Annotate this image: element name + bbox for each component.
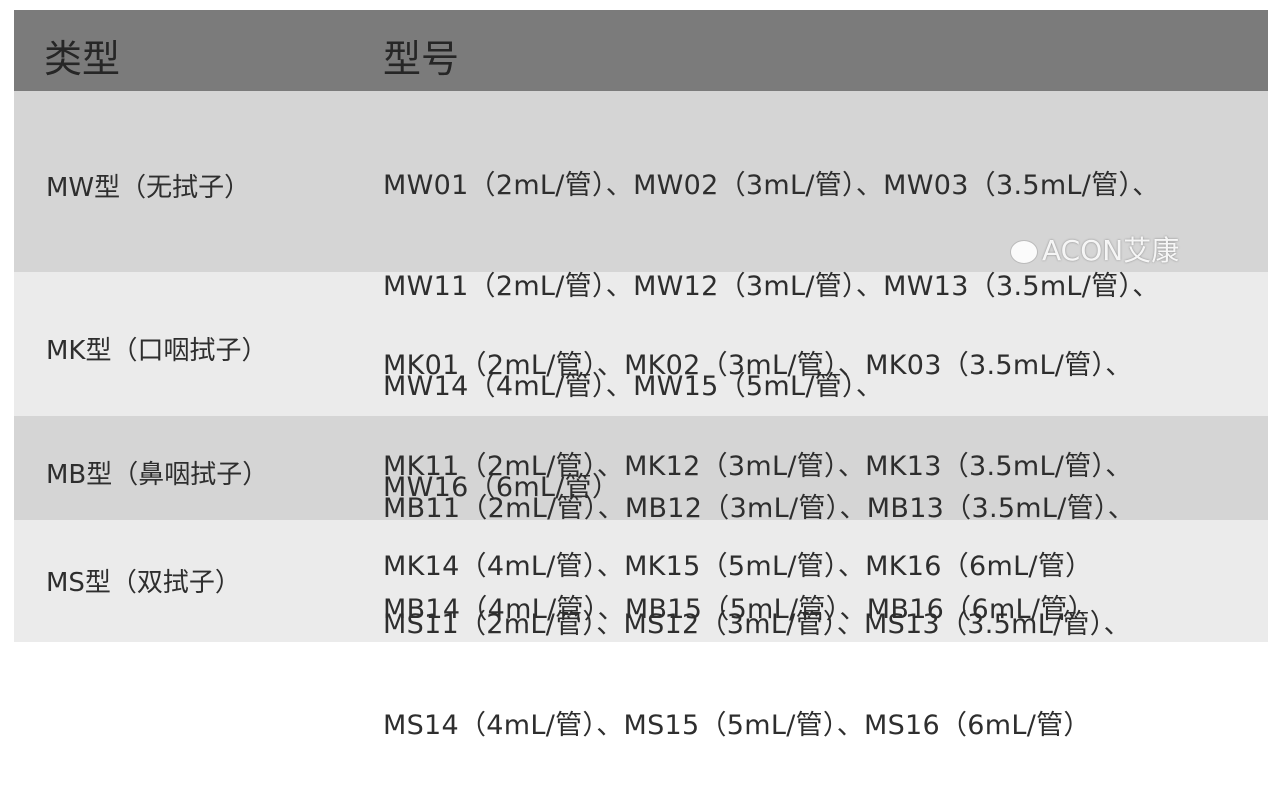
model-line: MK11（2mL/管）、MK12（3mL/管）、MK13（3.5mL/管）、 xyxy=(383,450,1133,482)
model-line: MW16（6mL/管） xyxy=(383,471,620,503)
models-cell: MW01（2mL/管）、MW02（3mL/管）、MW03（3.5mL/管）、 M… xyxy=(383,105,1160,569)
wechat-icon xyxy=(1010,240,1038,264)
model-line: MW01（2mL/管）、MW02（3mL/管）、MW03（3.5mL/管）、 xyxy=(383,170,1160,201)
model-table: 类型 型号 MW型（无拭子） MW01（2mL/管）、MW02（3mL/管）、M… xyxy=(14,10,1268,741)
type-cell: MB型（鼻咽拭子） xyxy=(46,460,269,490)
model-line: MW14（4mL/管）、MW15（5mL/管）、 xyxy=(383,371,884,402)
type-cell: MK型（口咽拭子） xyxy=(46,336,268,366)
header-type: 类型 xyxy=(44,37,121,81)
model-line: MB14（4mL/管）、MB15（5mL/管）、MB16（6mL/管） xyxy=(383,593,1095,625)
model-line: MK01（2mL/管）、MK02（3mL/管）、MK03（3.5mL/管）、 xyxy=(383,350,1133,381)
watermark: ACON艾康 xyxy=(1010,235,1179,267)
models-cell: MB11（2mL/管）、MB12（3mL/管）、MB13（3.5mL/管）、 M… xyxy=(383,428,1135,691)
model-line: MS14（4mL/管）、MS15（5mL/管）、MS16（6mL/管） xyxy=(383,709,1091,741)
type-cell: MS型（双拭子） xyxy=(46,568,241,598)
table-row: MK型（口咽拭子） MK01（2mL/管）、MK02（3mL/管）、MK03（3… xyxy=(14,272,1268,582)
model-line: MK14（4mL/管）、MK15（5mL/管）、MK16（6mL/管） xyxy=(383,551,1093,582)
models-cell: MK01（2mL/管）、MK02（3mL/管）、MK03（3.5mL/管）、 M… xyxy=(383,285,1133,649)
model-line: MB11（2mL/管）、MB12（3mL/管）、MB13（3.5mL/管）、 xyxy=(383,493,1136,524)
table-row: MW型（无拭子） MW01（2mL/管）、MW02（3mL/管）、MW03（3.… xyxy=(14,91,1268,503)
watermark-text: ACON艾康 xyxy=(1042,234,1180,267)
type-cell: MW型（无拭子） xyxy=(46,173,251,203)
table-header: 类型 型号 xyxy=(14,10,1268,91)
model-line: MW11（2mL/管）、MW12（3mL/管）、MW13（3.5mL/管）、 xyxy=(383,270,1160,302)
table-row: MB型（鼻咽拭子） MB11（2mL/管）、MB12（3mL/管）、MB13（3… xyxy=(14,416,1268,625)
model-line: MS11（2mL/管）、MS12（3mL/管）、MS13（3.5mL/管）、 xyxy=(383,609,1131,640)
models-cell: MS11（2mL/管）、MS12（3mL/管）、MS13（3.5mL/管）、 M… xyxy=(383,544,1131,807)
header-model: 型号 xyxy=(383,37,460,81)
